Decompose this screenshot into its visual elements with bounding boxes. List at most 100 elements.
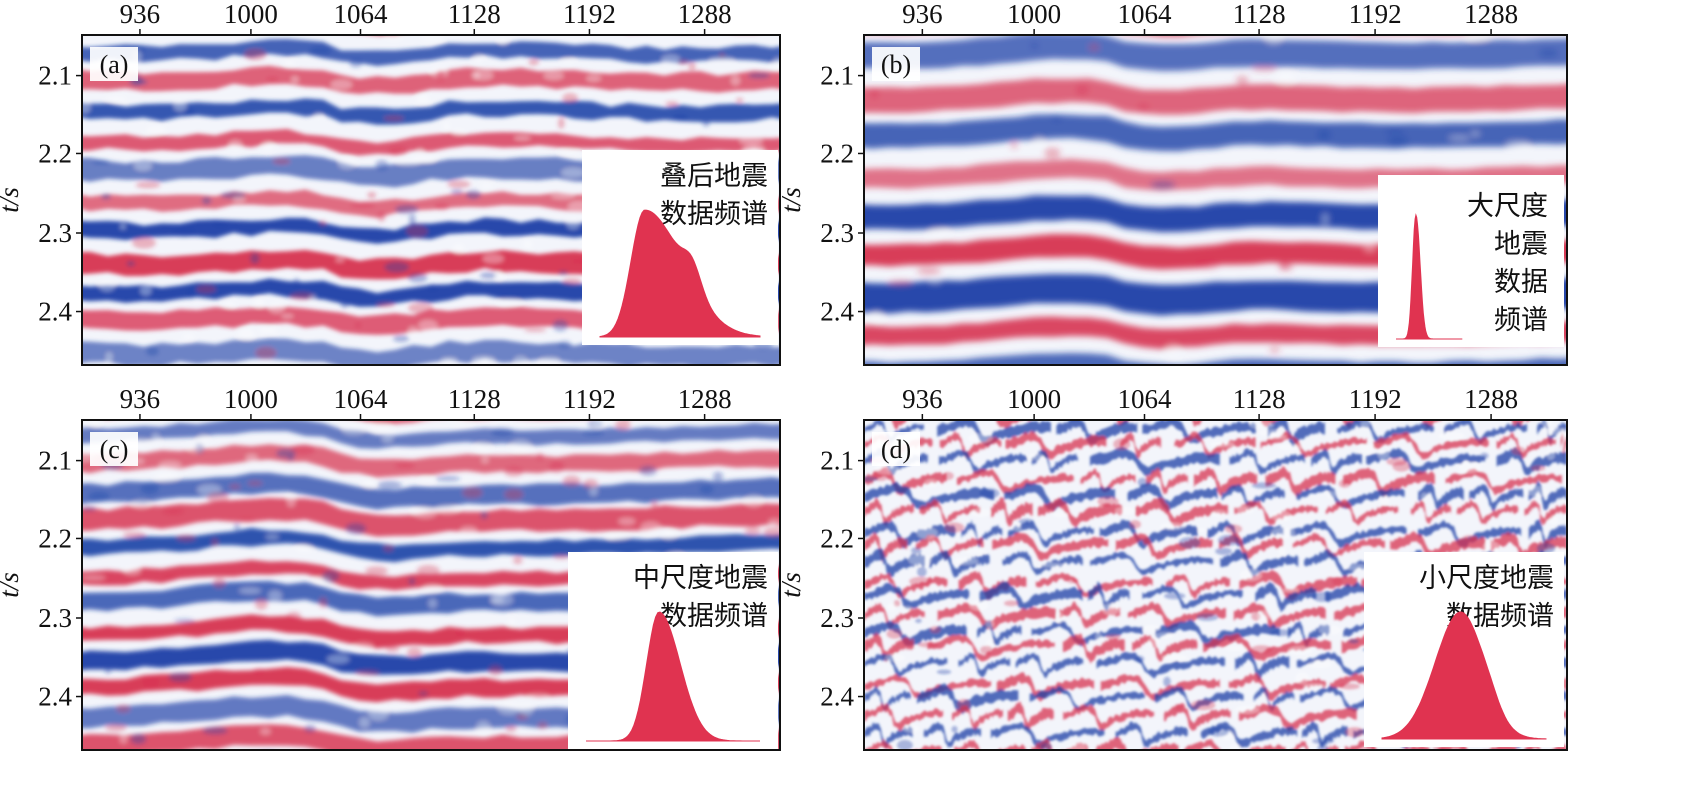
noise-speck	[968, 433, 993, 444]
reflector-segment	[1560, 431, 1567, 461]
noise-speck	[1467, 35, 1489, 41]
x-tick-label: 1192	[1349, 0, 1402, 29]
reflector-segment	[1229, 448, 1305, 475]
noise-speck	[151, 433, 160, 444]
reflector-segment	[952, 704, 1003, 731]
reflector-band	[82, 420, 780, 449]
reflector-segment	[992, 532, 1109, 562]
reflector-segment	[1192, 420, 1202, 427]
noise-speck	[772, 57, 780, 70]
panel-label-box	[90, 432, 138, 466]
spectrum-inset	[1378, 175, 1564, 347]
noise-speck	[1190, 699, 1216, 711]
x-tick-label: 1064	[1117, 384, 1172, 414]
noise-speck	[1115, 506, 1135, 516]
reflector-segment	[864, 520, 956, 549]
noise-speck	[513, 135, 531, 141]
noise-speck	[330, 79, 353, 90]
noise-speck	[739, 137, 763, 145]
reflector-segment	[919, 498, 981, 526]
noise-speck	[1154, 632, 1174, 639]
reflector-segment	[1296, 484, 1405, 509]
noise-speck	[528, 59, 540, 66]
noise-speck	[383, 115, 405, 121]
noise-speck	[1147, 637, 1160, 648]
reflector-segment	[1127, 482, 1218, 512]
noise-speck	[985, 619, 995, 629]
noise-speck	[355, 669, 380, 676]
reflector-segment	[1029, 685, 1145, 711]
reflector-segment	[954, 739, 1026, 750]
noise-speck	[1252, 66, 1277, 72]
reflector-segment	[1459, 755, 1550, 783]
spectrum-curve	[1381, 611, 1547, 740]
noise-speck	[498, 702, 521, 715]
noise-speck	[338, 157, 357, 169]
noise-speck	[416, 148, 424, 154]
noise-speck	[426, 283, 439, 292]
noise-speck	[651, 501, 658, 508]
noise-speck	[916, 566, 927, 577]
noise-speck	[768, 518, 780, 524]
y-axis-title: t/s	[776, 572, 806, 598]
noise-speck	[447, 180, 471, 188]
noise-speck	[265, 534, 280, 540]
reflector-segment	[927, 634, 1055, 662]
noise-speck	[496, 270, 503, 280]
reflector-segment	[1008, 520, 1094, 548]
noise-speck	[130, 733, 147, 745]
noise-speck	[979, 488, 1000, 499]
noise-speck	[916, 527, 938, 540]
noise-speck	[291, 76, 299, 84]
noise-speck	[420, 35, 444, 41]
reflector-band	[82, 98, 780, 125]
noise-speck	[436, 70, 445, 82]
noise-speck	[394, 204, 419, 215]
spectrum-inset-title: 小尺度地震	[1419, 563, 1554, 594]
reflector-segment	[1255, 581, 1317, 613]
noise-speck	[453, 243, 465, 255]
noise-speck	[1377, 449, 1389, 460]
x-tick-label: 1000	[224, 384, 278, 414]
noise-speck	[888, 279, 913, 286]
noise-speck	[411, 156, 436, 163]
noise-speck	[1013, 524, 1022, 532]
y-tick-label: 2.4	[820, 297, 854, 327]
reflector-segment	[1115, 532, 1213, 560]
reflector-segment	[864, 481, 994, 510]
noise-speck	[90, 420, 100, 427]
noise-speck	[1027, 453, 1044, 461]
y-tick-label: 2.3	[38, 218, 72, 248]
noise-speck	[1066, 578, 1079, 584]
noise-speck	[527, 693, 550, 699]
noise-speck	[557, 117, 565, 129]
noise-speck	[82, 102, 91, 114]
reflector-segment	[1120, 432, 1161, 460]
reflector-segment	[1239, 703, 1357, 732]
noise-speck	[475, 442, 491, 452]
noise-speck	[537, 722, 548, 729]
x-tick-label: 1064	[1117, 0, 1172, 29]
reflector-segment	[917, 683, 1019, 715]
noise-speck	[1363, 244, 1377, 252]
panel-a: 936 1000 1064 1128 1192 1288 2.1 2.2 2.3 2.4 t/s (a…	[0, 0, 781, 366]
noise-speck	[1287, 646, 1313, 655]
noise-speck	[367, 191, 377, 199]
noise-speck	[119, 734, 128, 744]
noise-speck	[101, 193, 111, 200]
x-tick-label: 1192	[563, 384, 616, 414]
noise-speck	[197, 434, 208, 446]
spectrum-curve	[599, 209, 761, 338]
noise-speck	[969, 600, 989, 611]
noise-speck	[223, 301, 235, 308]
noise-speck	[126, 260, 136, 267]
y-tick-label: 2.1	[38, 446, 72, 476]
reflector-band	[864, 78, 1567, 115]
noise-speck	[1505, 140, 1530, 148]
noise-speck	[455, 629, 465, 637]
noise-speck	[255, 598, 268, 610]
noise-speck	[354, 322, 362, 328]
noise-speck	[1338, 479, 1351, 488]
panel-label: (c)	[100, 435, 129, 464]
noise-speck	[1095, 633, 1102, 640]
